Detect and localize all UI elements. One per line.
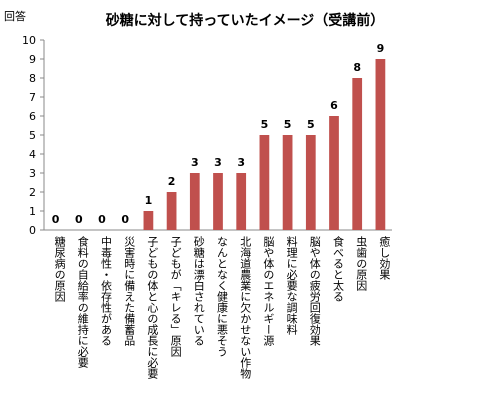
category-label: 食料の自給率の維持に必要 [76,235,89,369]
y-tick-label: 1 [29,205,36,218]
bar [375,59,386,230]
bar [329,116,339,230]
category-label: 食べると太る [332,235,345,302]
chart-title: 砂糖に対して持っていたイメージ（受講前） [105,12,385,29]
bar [143,211,154,230]
data-label: 0 [121,213,129,226]
y-tick-label: 0 [29,224,36,237]
category-label: 北海道農業に欠かせない作物 [239,236,252,379]
bar [236,173,247,230]
data-label: 6 [330,99,338,112]
data-label: 3 [191,156,199,169]
data-label: 1 [145,194,153,207]
category-label: 虫歯の原因 [355,236,368,292]
bar [282,135,293,230]
category-label: 糖尿病の原因 [53,235,66,303]
category-label: 癒し効果 [378,235,391,281]
bar [352,78,363,230]
data-label: 3 [237,156,245,169]
category-label: 脳や体のエネルギー源 [262,236,275,347]
data-label: 5 [307,118,315,131]
y-ticks: 0 1 2 3 4 5 6 7 8 9 10 [22,34,44,237]
bar [166,192,177,230]
data-labels: 0 0 0 0 1 2 3 3 3 5 5 5 6 8 9 [52,42,384,226]
y-tick-label: 6 [29,110,36,123]
category-label: 料理に必要な調味料 [285,235,298,336]
y-tick-label: 4 [29,148,36,161]
data-label: 5 [261,118,269,131]
category-label: なんとなく健康に悪そう [216,236,229,357]
y-tick-label: 5 [29,129,36,142]
category-labels: 糖尿病の原因 食料の自給率の維持に必要 中毒性・依存性がある 災害時に備えた備蓄品 子ど… [53,235,391,380]
data-label: 5 [284,118,292,131]
category-label: 中毒性・依存性がある [100,236,113,346]
category-label: 子どもが「キレる」原因 [169,236,182,358]
y-axis-label: 回答 [4,9,26,23]
data-label: 3 [214,156,222,169]
y-tick-label: 2 [29,186,36,199]
data-label: 9 [377,42,385,55]
data-label: 0 [52,213,60,226]
category-label: 脳や体の疲労回復効果 [308,236,321,347]
y-tick-label: 7 [29,91,36,104]
bar [189,173,200,230]
data-label: 2 [168,175,176,188]
bar [259,135,270,230]
category-label: 砂糖は漂白されている [192,236,205,346]
y-tick-label: 3 [29,167,36,180]
category-label: 災害時に備えた備蓄品 [123,236,136,346]
y-tick-label: 9 [29,53,36,66]
data-label: 8 [353,61,361,74]
bars [143,59,386,230]
data-label: 0 [75,213,83,226]
y-tick-label: 10 [22,34,36,47]
y-tick-label: 8 [29,72,36,85]
data-label: 0 [98,213,106,226]
bar [305,135,316,230]
bar [213,173,223,230]
category-label: 子どもの体と心の成長に必要 [146,236,159,380]
